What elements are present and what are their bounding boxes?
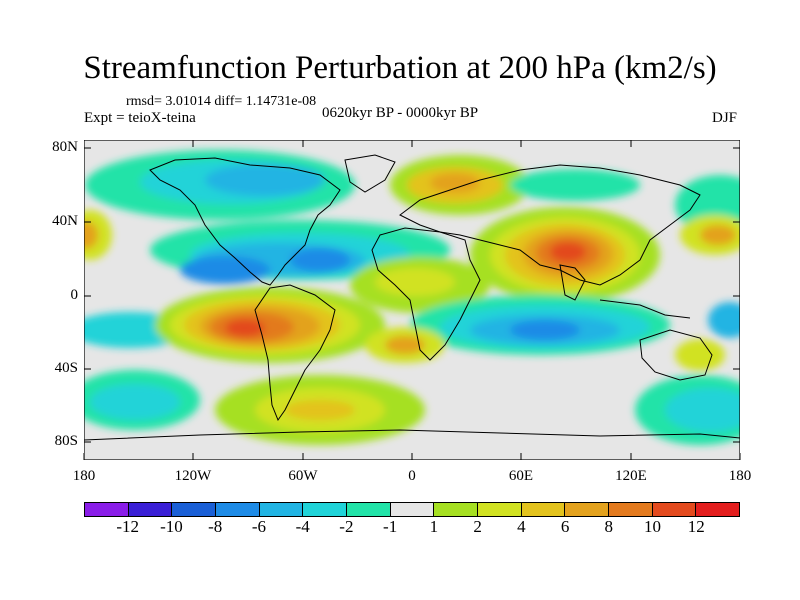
y-tick-label: 80S: [54, 433, 78, 449]
contour-sa-r1: [225, 319, 265, 337]
colorbar-swatch: [259, 503, 304, 516]
contour-np2-orange: [700, 225, 736, 245]
colorbar-label: -4: [295, 517, 310, 536]
contour-nam-blue2: [180, 256, 270, 284]
contour-as-r1: [550, 242, 586, 262]
coastlines: [84, 154, 740, 441]
contour-ru-cyan: [510, 169, 640, 201]
colorbar-label: -10: [160, 517, 183, 536]
colorbar-swatch: [696, 503, 740, 516]
plot-title: Streamfunction Perturbation at 200 hPa (…: [83, 50, 717, 86]
colorbar-swatch: [478, 503, 522, 516]
coast-antarctica: [84, 429, 740, 441]
colorbar-label: -2: [339, 517, 354, 536]
colorbar-label: -1: [383, 517, 398, 536]
x-tick-label: 60W: [288, 468, 318, 484]
x-tick-label: 180: [72, 468, 96, 484]
experiment-label: Expt = teioX-teina: [84, 110, 196, 126]
axis-ticks: [83, 140, 741, 460]
stats-label: rmsd= 3.01014 diff= 1.14731e-08: [126, 94, 317, 109]
colorbar-label: 6: [560, 517, 570, 536]
colorbar-swatch: [172, 503, 217, 516]
colorbar-swatch: [609, 503, 653, 516]
colorbar-swatch: [128, 503, 173, 516]
colorbar-label: 10: [644, 517, 662, 536]
colorbar-swatch: [390, 503, 435, 516]
colorbar-swatch: [347, 503, 391, 516]
y-tick-label: 40S: [54, 360, 78, 376]
colorbar-swatch: [303, 503, 348, 516]
contour-west-orange: [84, 221, 98, 249]
colorbar-swatch: [216, 503, 260, 516]
contour-trop-blue2: [510, 320, 580, 340]
contour-so-y2: [285, 400, 355, 420]
colorbar-swatch: [565, 503, 610, 516]
coast-south-america: [254, 284, 336, 422]
y-tick-label: 80N: [52, 139, 78, 155]
colorbar-label: 2: [473, 517, 482, 536]
colorbar-swatch: [521, 503, 566, 516]
colorbar-label: 1: [429, 517, 439, 536]
x-tick-label: 180: [728, 468, 752, 484]
season-label: DJF: [712, 110, 738, 126]
colorbar-swatch: [652, 503, 697, 516]
contour-eu-orange: [430, 173, 480, 193]
colorbar: [84, 502, 740, 517]
contour-nam-blue3: [290, 248, 350, 272]
colorbar-swatch: [434, 503, 479, 516]
y-tick-label: 0: [70, 287, 79, 303]
colorbar-label: 12: [687, 517, 705, 536]
colorbar-label: 8: [604, 517, 614, 536]
contour-so-blue: [90, 384, 180, 420]
x-tick-label: 120E: [615, 468, 647, 484]
contour-atl-orange: [385, 336, 425, 354]
colorbar-label: -12: [116, 517, 140, 536]
colorbar-label: -8: [208, 517, 223, 536]
contour-so-eblue: [665, 388, 740, 432]
coast-india: [559, 264, 586, 301]
coast-north-america: [149, 157, 341, 286]
coast-indonesia: [599, 299, 691, 319]
contour-np-blue: [205, 164, 325, 196]
y-tick-label: 40N: [52, 213, 78, 229]
coast-africa: [371, 227, 481, 361]
contour-east-blue: [708, 302, 740, 338]
x-tick-label: 120W: [174, 468, 212, 484]
x-tick-label: 0: [408, 468, 416, 484]
contour-af-yellow: [375, 268, 455, 296]
coast-eurasia: [399, 164, 701, 286]
contour-nz-yellow: [675, 339, 725, 371]
coast-greenland: [344, 154, 396, 193]
colorbar-swatch: [85, 503, 129, 516]
colorbar-label: -6: [251, 517, 266, 536]
colorbar-label: 4: [517, 517, 526, 536]
coast-australia: [639, 329, 713, 381]
x-tick-label: 60E: [508, 468, 534, 484]
period-label: 0620kyr BP - 0000kyr BP: [322, 105, 479, 121]
